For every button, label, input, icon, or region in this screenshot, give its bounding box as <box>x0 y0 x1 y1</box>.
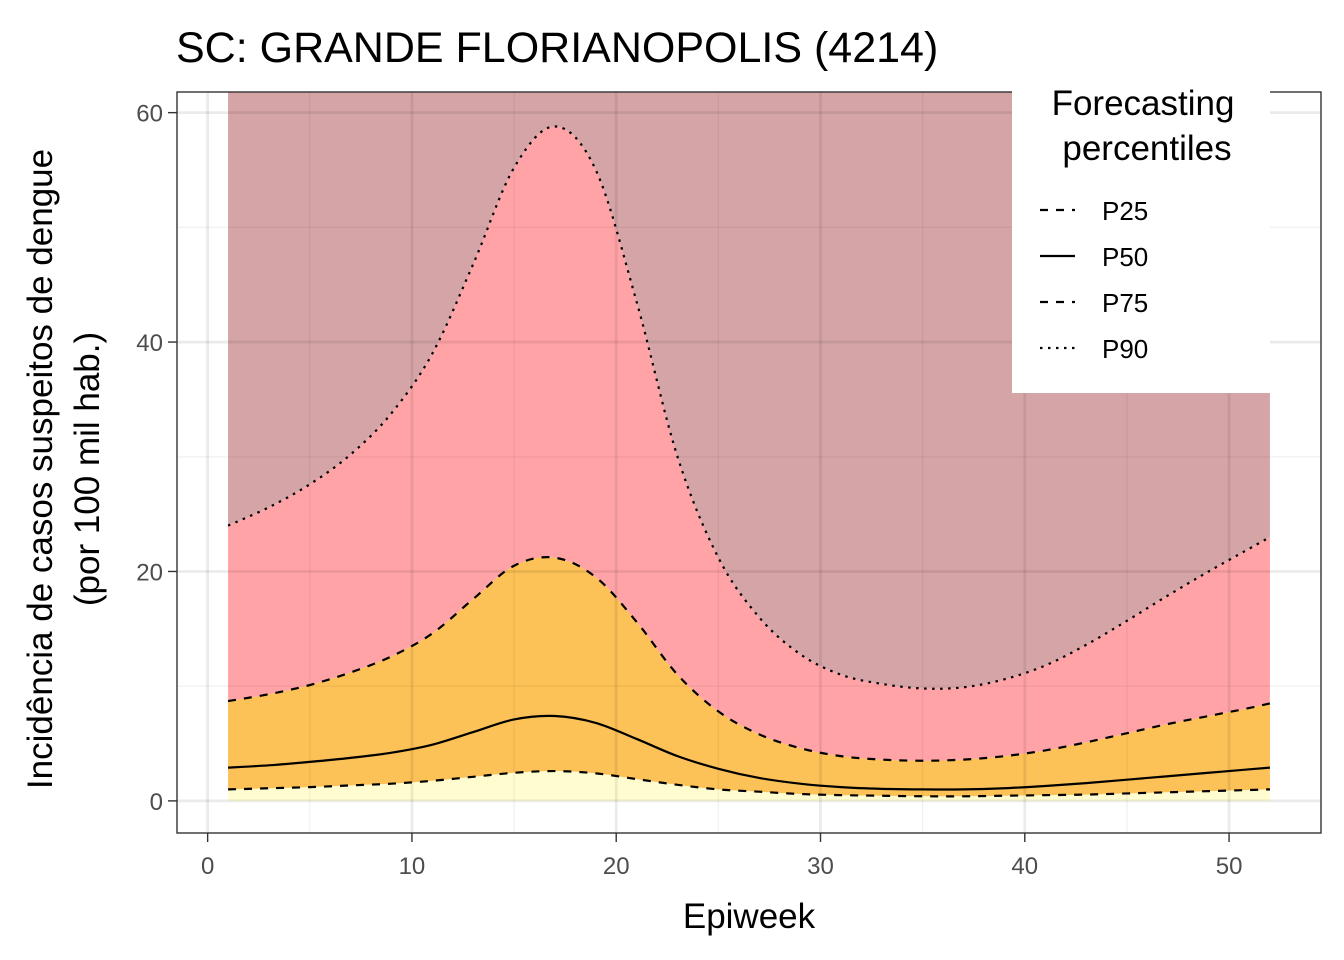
x-tick-label: 40 <box>1011 853 1038 880</box>
legend-background <box>1012 78 1270 393</box>
legend-label-p50: P50 <box>1102 242 1148 272</box>
percentile-lines <box>227 125 1271 798</box>
line-p25 <box>228 769 1270 798</box>
y-tick-label: 0 <box>150 789 163 816</box>
legend-title-line-1: Forecasting <box>1052 84 1235 123</box>
y-tick-label: 20 <box>136 559 163 586</box>
panel-border <box>176 91 1322 834</box>
y-tick-label: 40 <box>136 330 163 357</box>
band-p75-p90 <box>228 126 1270 761</box>
grid-lines <box>177 92 1321 833</box>
axis-ticks: 0 10 20 30 40 50 0 20 40 60 <box>136 101 1242 880</box>
band-p25-p75 <box>228 557 1270 797</box>
legend-label-p75: P75 <box>1102 288 1148 318</box>
y-axis-title-line-1: Incidência de casos suspeitos de dengue <box>21 149 60 789</box>
x-tick-label: 30 <box>807 853 834 880</box>
percentile-bands <box>228 92 1270 801</box>
legend: Forecasting percentiles P25 P50 P75 P90 <box>1012 78 1270 393</box>
band-above-p90 <box>228 92 1270 689</box>
chart-title: SC: GRANDE FLORIANOPOLIS (4214) <box>176 24 938 72</box>
line-p50 <box>228 714 1271 791</box>
y-tick-label: 60 <box>136 101 163 128</box>
legend-label-p25: P25 <box>1102 196 1148 226</box>
legend-entries: P25 P50 P75 P90 <box>1040 196 1148 364</box>
line-p75 <box>227 556 1271 762</box>
band-below-p25 <box>228 771 1270 801</box>
x-tick-label: 50 <box>1216 853 1243 880</box>
y-axis-title-line-2: (por 100 mil hab.) <box>68 332 107 606</box>
legend-title-line-2: percentiles <box>1062 129 1231 168</box>
x-tick-label: 20 <box>603 853 630 880</box>
x-axis-title: Epiweek <box>683 897 816 936</box>
x-tick-label: 0 <box>201 853 214 880</box>
legend-label-p90: P90 <box>1102 334 1148 364</box>
x-tick-label: 10 <box>399 853 426 880</box>
